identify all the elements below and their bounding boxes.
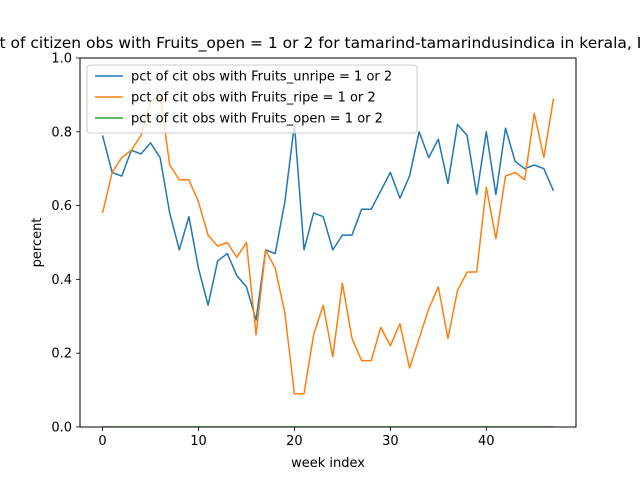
legend-label: pct of cit obs with Fruits_open = 1 or 2 bbox=[131, 112, 383, 127]
y-axis-label: percent bbox=[30, 218, 45, 268]
plot-frame bbox=[79, 57, 577, 428]
series-line-2 bbox=[101, 94, 555, 395]
y-tick-label: 1.0 bbox=[51, 52, 72, 67]
x-tick-label: 30 bbox=[382, 434, 399, 449]
y-tick-label: 0.6 bbox=[51, 199, 72, 214]
legend-label: pct of cit obs with Fruits_ripe = 1 or 2 bbox=[131, 91, 376, 106]
legend-box bbox=[86, 64, 418, 134]
y-tick-label: 0.4 bbox=[51, 273, 72, 288]
x-tick-label: 0 bbox=[98, 434, 106, 449]
x-tick-label: 40 bbox=[478, 434, 495, 449]
legend: pct of cit obs with Fruits_unripe = 1 or… bbox=[86, 64, 418, 134]
y-tick-label: 0.0 bbox=[51, 421, 72, 436]
x-tick-label: 20 bbox=[286, 434, 303, 449]
x-tick-label: 10 bbox=[190, 434, 207, 449]
y-tick-label: 0.8 bbox=[51, 125, 72, 140]
x-axis-label: week index bbox=[291, 456, 365, 471]
series-line-1 bbox=[101, 123, 555, 321]
y-tick-label: 0.2 bbox=[51, 347, 72, 362]
chart-title: pct of citizen obs with Fruits_open = 1 … bbox=[0, 34, 640, 53]
legend-label: pct of cit obs with Fruits_unripe = 1 or… bbox=[131, 70, 392, 85]
